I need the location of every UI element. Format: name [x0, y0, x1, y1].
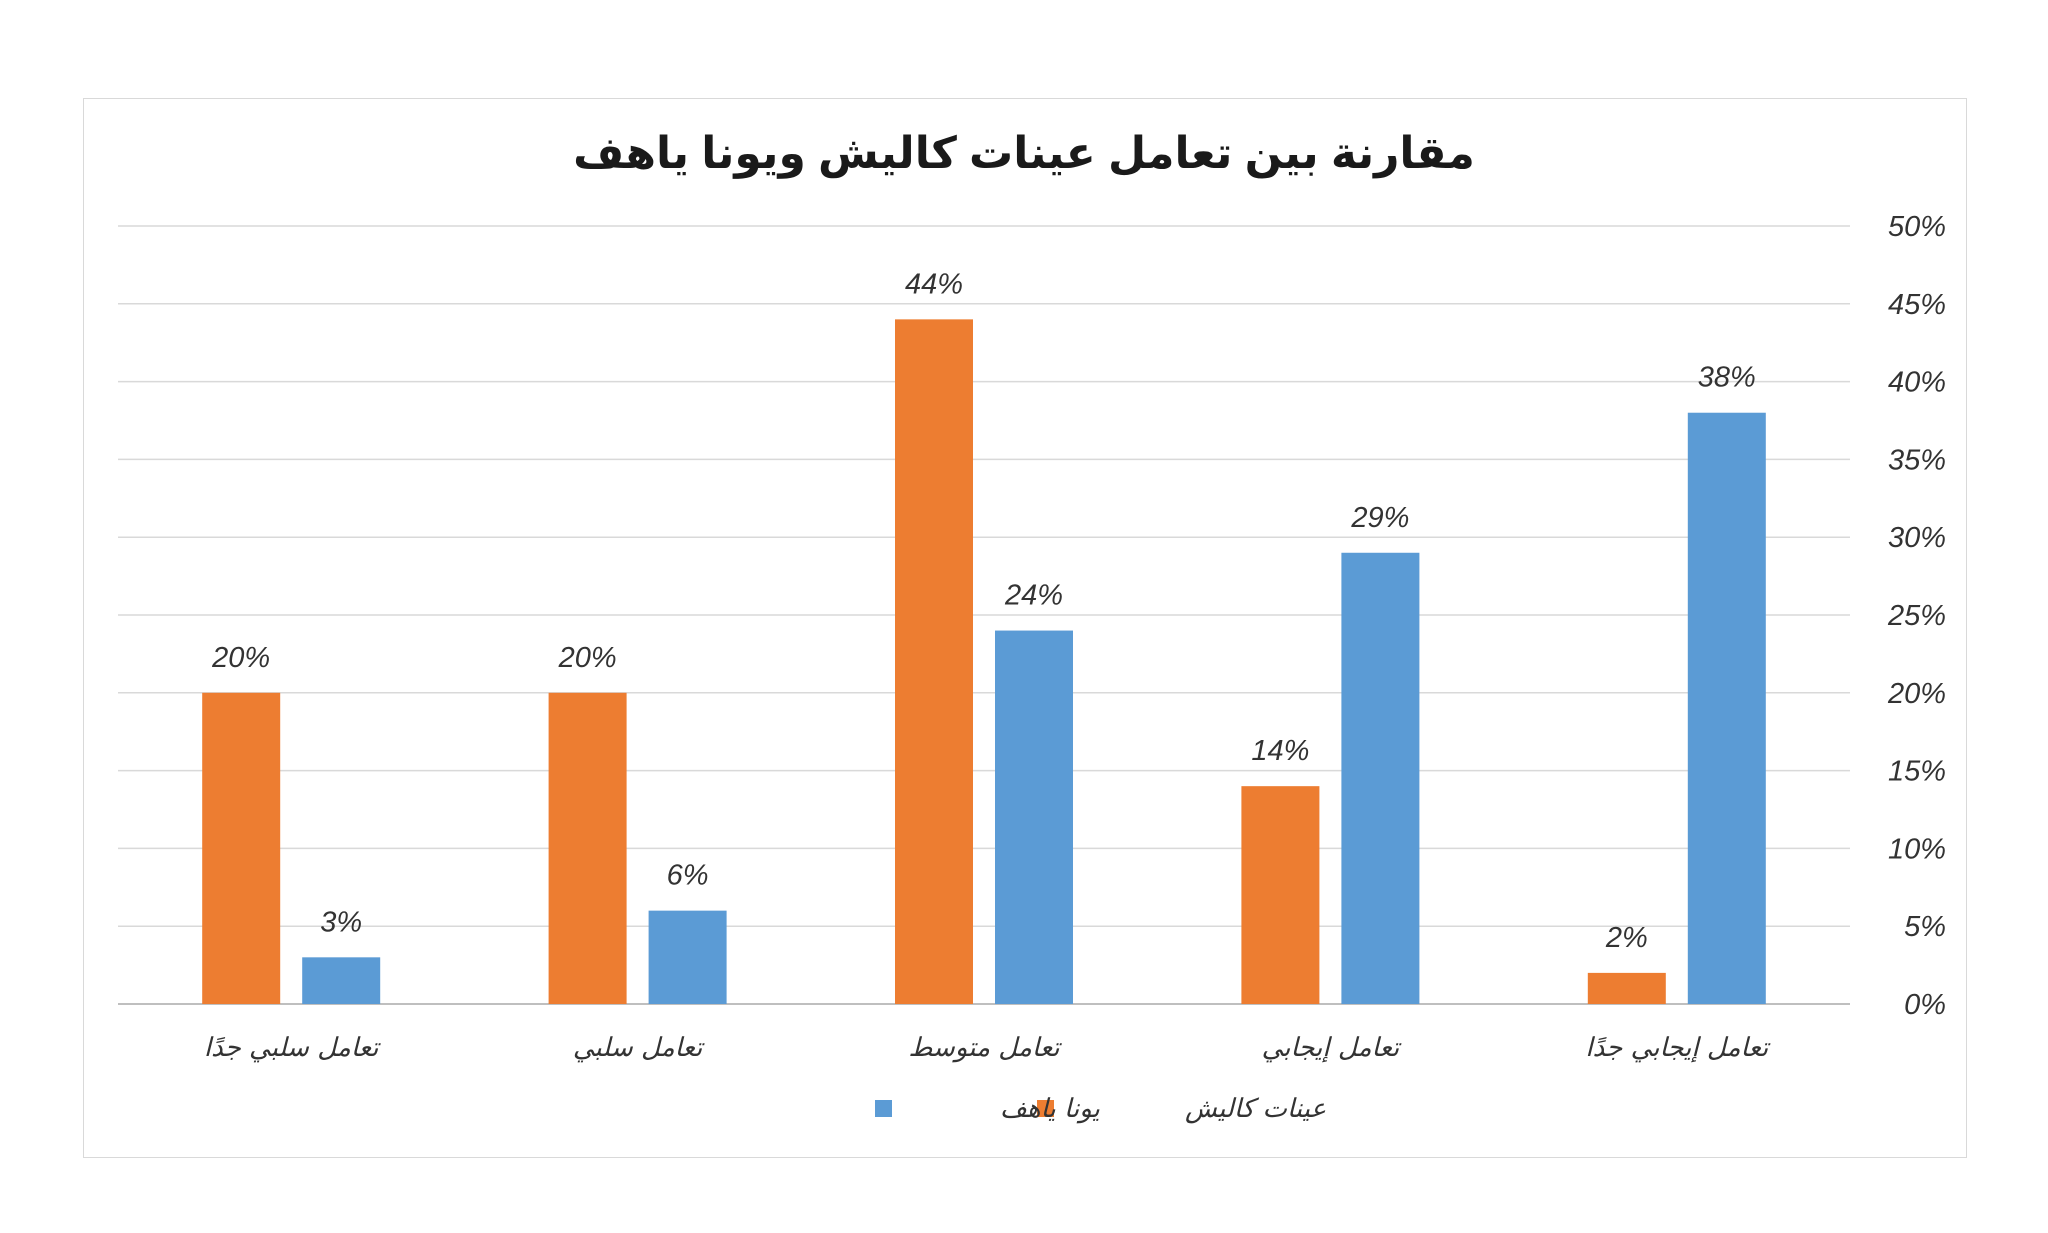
- data-label: 29%: [1350, 502, 1409, 534]
- y-tick-label: 25%: [1887, 600, 1946, 632]
- x-tick-label: تعامل سلبي: [573, 1033, 705, 1063]
- bar: [995, 630, 1073, 1004]
- y-tick-label: 15%: [1888, 756, 1946, 788]
- legend-label: عينات كاليش: [1185, 1094, 1326, 1124]
- bar: [202, 692, 281, 1004]
- data-label: 20%: [558, 642, 617, 674]
- legend: عينات كاليش يونا ياهف: [875, 1094, 1326, 1124]
- gridlines: [118, 225, 1850, 1005]
- data-label: 6%: [667, 860, 709, 892]
- y-tick-label: 20%: [1887, 678, 1946, 710]
- y-tick-label: 10%: [1888, 833, 1946, 865]
- y-tick-label: 50%: [1888, 211, 1946, 243]
- x-tick-label: تعامل متوسط: [908, 1033, 1062, 1063]
- data-label: 44%: [905, 268, 963, 300]
- y-tick-label: 35%: [1888, 444, 1946, 476]
- x-tick-label: تعامل إيجابي: [1262, 1033, 1402, 1063]
- legend-swatch: [875, 1100, 892, 1117]
- legend-label: يونا ياهف: [1000, 1094, 1100, 1124]
- data-label: 2%: [1605, 922, 1648, 954]
- data-labels: 20% 3% 20% 6% 44% 24% 14% 29% 2% 38%: [211, 268, 1756, 954]
- y-tick-label: 30%: [1888, 522, 1946, 554]
- x-tick-label: تعامل سلبي جدًا: [204, 1033, 381, 1063]
- bar: [1241, 786, 1320, 1004]
- bars: [202, 319, 1766, 1005]
- data-label: 38%: [1698, 362, 1756, 394]
- bar: [302, 957, 381, 1004]
- x-axis: تعامل سلبي جدًا تعامل سلبي تعامل متوسط تعام…: [204, 1033, 1771, 1063]
- y-tick-label: 40%: [1888, 367, 1946, 399]
- bar: [895, 319, 973, 1004]
- bar: [648, 910, 727, 1004]
- data-label: 20%: [211, 642, 270, 674]
- data-label: 24%: [1004, 580, 1063, 612]
- bar: [548, 692, 627, 1004]
- data-label: 14%: [1251, 735, 1309, 767]
- legend-swatch: [1037, 1100, 1054, 1117]
- data-label: 3%: [320, 906, 362, 938]
- x-tick-label: تعامل إيجابي جدًا: [1585, 1033, 1771, 1063]
- y-tick-label: 5%: [1904, 911, 1946, 943]
- y-tick-label: 0%: [1904, 989, 1946, 1021]
- chart-title: مقارنة بين تعامل عينات كاليش ويونا ياهف: [573, 129, 1475, 178]
- bar: [1587, 972, 1666, 1004]
- bar: [1341, 552, 1420, 1004]
- y-tick-label: 45%: [1888, 289, 1946, 321]
- bar: [1687, 412, 1766, 1005]
- y-axis: 0% 5% 10% 15% 20% 25% 30% 35% 40% 45% 50%: [1887, 211, 1946, 1021]
